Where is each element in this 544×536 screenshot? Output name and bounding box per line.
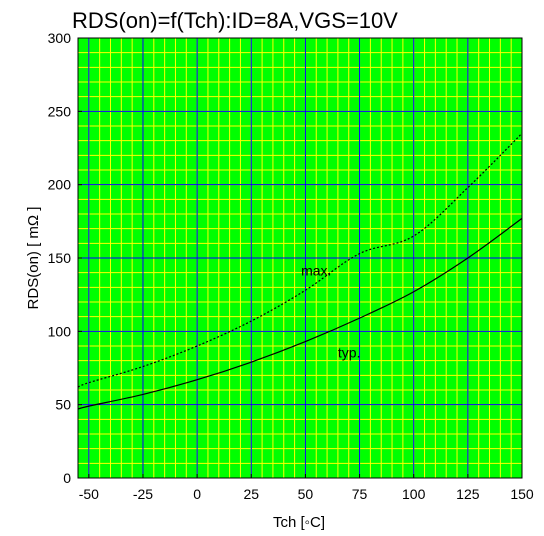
x-tick-label: 100 [402, 486, 426, 502]
x-tick-label: -25 [133, 486, 153, 502]
y-tick-label: 300 [48, 30, 72, 46]
y-tick-label: 200 [48, 177, 72, 193]
series-line-typ [77, 217, 523, 410]
y-axis: 0 50 100 150 200 250 300 [48, 30, 82, 486]
series-layer [77, 132, 523, 410]
annotation-label: max. [301, 263, 331, 279]
x-tick-label: -50 [79, 486, 99, 502]
y-tick-label: 250 [48, 103, 72, 119]
chart-title: RDS(on)=f(Tch):ID=8A,VGS=10V [72, 8, 398, 33]
annotation-label: typ. [338, 345, 361, 361]
x-tick-label: 25 [243, 486, 259, 502]
y-tick-label: 0 [63, 470, 71, 486]
x-axis-label: Tch [◦C] [273, 514, 325, 531]
x-tick-label: 0 [193, 486, 201, 502]
series-line-max [77, 132, 523, 388]
annotations: max. typ. [301, 263, 360, 361]
x-tick-label: 125 [456, 486, 480, 502]
y-axis-label: RDS(on) [ mΩ ] [25, 207, 42, 310]
y-tick-label: 50 [55, 397, 71, 413]
y-tick-label: 150 [48, 250, 72, 266]
x-tick-label: 75 [352, 486, 368, 502]
x-axis: -50 -25 0 25 50 75 100 125 150 [79, 474, 534, 502]
x-tick-label: 150 [510, 486, 534, 502]
x-tick-label: 50 [298, 486, 314, 502]
y-tick-label: 100 [48, 323, 72, 339]
